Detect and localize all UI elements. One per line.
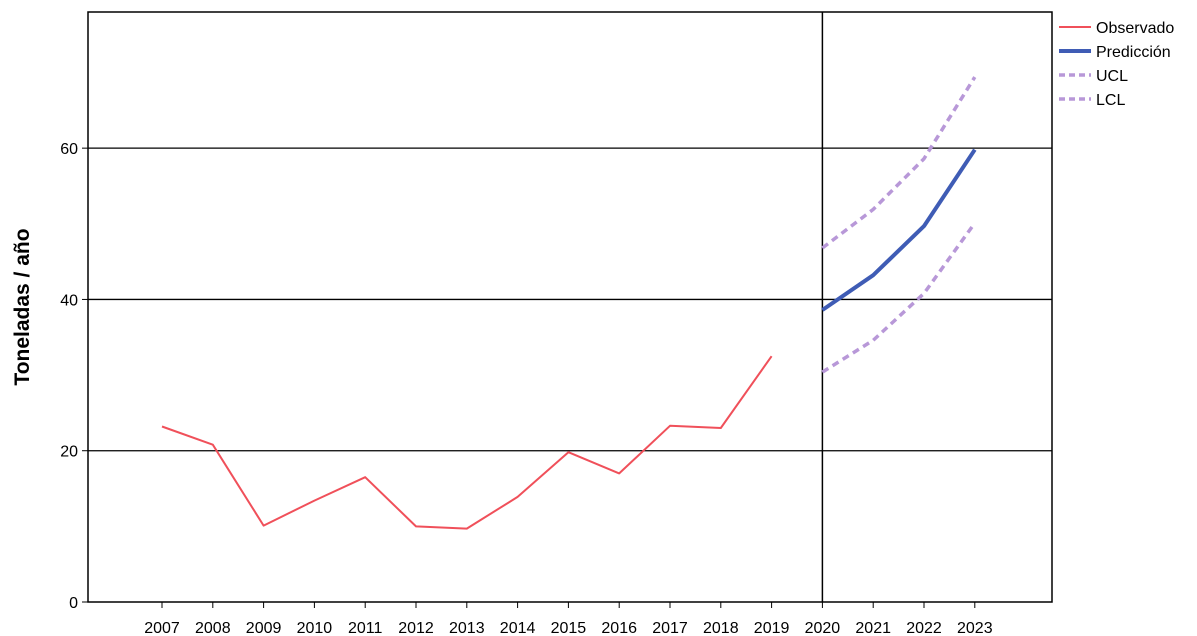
y-tick-label-40: 40 [60,292,78,309]
x-tick-label-2023: 2023 [957,620,993,636]
x-tick-label-2018: 2018 [703,620,739,636]
plot-frame [88,12,1052,602]
x-tick-label-2016: 2016 [601,620,637,636]
y-axis-label: Toneladas / año [11,228,34,385]
y-tick-label-20: 20 [60,444,78,461]
x-tick-label-2012: 2012 [398,620,434,636]
x-tick-label-2017: 2017 [652,620,688,636]
x-tick-label-2013: 2013 [449,620,485,636]
x-tick-label-2020: 2020 [805,620,841,636]
x-tick-label-2010: 2010 [297,620,333,636]
x-tick-label-2022: 2022 [906,620,942,636]
legend-label-prediccion: Predicción [1096,44,1171,61]
legend-label-ucl: UCL [1096,68,1128,85]
series-lines [162,77,975,528]
series-line-observado [162,356,772,528]
series-line-ucl [822,77,974,248]
x-tick-label-2015: 2015 [551,620,587,636]
x-tick-label-2011: 2011 [348,620,383,636]
legend-label-observado: Observado [1096,20,1174,37]
y-tick-label-0: 0 [69,595,78,612]
x-tick-label-2008: 2008 [195,620,231,636]
x-tick-label-2021: 2021 [855,620,891,636]
y-tick-label-60: 60 [60,141,78,158]
gridlines [88,148,1052,451]
legend: Observado Predicción UCL LCL [1059,20,1174,109]
x-tick-label-2019: 2019 [754,620,790,636]
legend-label-lcl: LCL [1096,92,1125,109]
series-line-lcl [822,223,974,372]
y-axis-ticks: 0 20 40 60 [60,141,88,612]
x-axis-ticks: 2007 2008 2009 2010 2011 2012 2013 2014 2015 2016… [144,602,992,636]
x-tick-label-2009: 2009 [246,620,282,636]
x-tick-label-2007: 2007 [144,620,180,636]
x-tick-label-2014: 2014 [500,620,536,636]
